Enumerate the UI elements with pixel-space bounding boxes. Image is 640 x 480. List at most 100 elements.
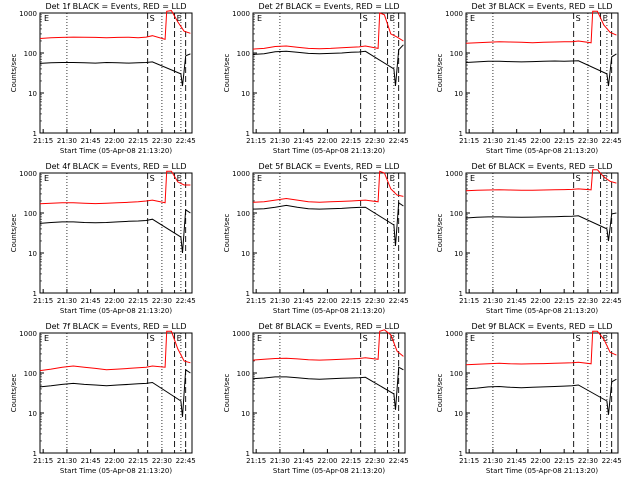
panel-1: Det 1f BLACK = Events, RED = LLD 1 10 100 10… <box>10 2 196 155</box>
marker-label-e: E <box>390 14 395 23</box>
x-tick-label: 21:15 <box>246 457 266 465</box>
series-line-lld <box>465 330 617 366</box>
y-tick-label: 10 <box>454 250 463 258</box>
series-line-events <box>252 201 404 247</box>
y-tick-label: 100 <box>237 50 250 58</box>
series-line-lld <box>465 10 617 44</box>
plot-frame <box>465 12 619 134</box>
y-tick-label: 1000 <box>19 10 37 18</box>
series-line-events <box>252 366 404 410</box>
x-tick-label: 22:00 <box>530 137 550 145</box>
series-line-events <box>465 53 617 87</box>
series-line-events <box>465 378 617 415</box>
marker-label-s: S <box>150 14 155 23</box>
panel-3: Det 3f BLACK = Events, RED = LLD 1 10 100 10… <box>436 2 622 155</box>
x-tick-label: 22:45 <box>602 297 622 305</box>
y-tick-label: 1 <box>459 290 463 298</box>
marker-label-e: E <box>603 14 608 23</box>
x-tick-label: 22:45 <box>389 297 409 305</box>
x-tick-label: 21:30 <box>270 137 290 145</box>
y-axis-title: Counts/sec <box>10 374 18 413</box>
marker-label-s: S <box>576 14 581 23</box>
panel-2: Det 2f BLACK = Events, RED = LLD 1 10 100 10… <box>223 2 409 155</box>
x-axis-title: Start Time (05-Apr-08 21:13:20) <box>60 307 172 315</box>
x-tick-label: 22:30 <box>578 297 598 305</box>
x-tick-label: 22:00 <box>104 137 124 145</box>
panel-title: Det 2f BLACK = Events, RED = LLD <box>258 2 399 11</box>
x-tick-label: 22:45 <box>176 297 196 305</box>
y-axis-title: Counts/sec <box>10 214 18 253</box>
plot-frame <box>465 172 619 294</box>
series-line-events <box>39 368 191 417</box>
x-axis-title: Start Time (05-Apr-08 21:13:20) <box>486 147 598 155</box>
x-tick-label: 21:15 <box>459 297 479 305</box>
y-tick-label: 10 <box>28 250 37 258</box>
x-tick-label: 22:30 <box>578 137 598 145</box>
y-tick-label: 10 <box>454 410 463 418</box>
y-axis-title: Counts/sec <box>10 54 18 93</box>
x-tick-label: 21:30 <box>57 137 77 145</box>
x-tick-label: 22:30 <box>152 457 172 465</box>
plot-frame <box>39 332 193 454</box>
series-line-lld <box>252 12 404 50</box>
x-tick-label: 22:15 <box>554 137 574 145</box>
marker-label-e: E <box>44 174 49 183</box>
x-axis-title: Start Time (05-Apr-08 21:13:20) <box>273 307 385 315</box>
y-tick-label: 1000 <box>232 10 250 18</box>
x-axis-title: Start Time (05-Apr-08 21:13:20) <box>486 467 598 475</box>
x-tick-label: 21:15 <box>246 297 266 305</box>
x-tick-label: 21:15 <box>33 297 53 305</box>
series-line-lld <box>252 170 404 203</box>
y-tick-label: 1 <box>33 290 37 298</box>
marker-label-s: S <box>576 174 581 183</box>
panel-title: Det 1f BLACK = Events, RED = LLD <box>45 2 186 11</box>
series-line-events <box>252 44 404 87</box>
plot-frame <box>252 172 406 294</box>
series-line-events <box>39 53 191 87</box>
x-axis-title: Start Time (05-Apr-08 21:13:20) <box>486 307 598 315</box>
panel-title: Det 6f BLACK = Events, RED = LLD <box>471 162 612 171</box>
x-tick-label: 22:30 <box>152 297 172 305</box>
x-tick-label: 21:30 <box>57 297 77 305</box>
y-tick-label: 1000 <box>445 170 463 178</box>
x-axis-title: Start Time (05-Apr-08 21:13:20) <box>60 467 172 475</box>
marker-label-s: S <box>363 14 368 23</box>
x-tick-label: 21:30 <box>483 297 503 305</box>
y-tick-label: 1000 <box>445 330 463 338</box>
marker-label-e: E <box>44 14 49 23</box>
marker-label-e: E <box>470 174 475 183</box>
y-tick-label: 1000 <box>232 330 250 338</box>
y-axis-title: Counts/sec <box>223 214 231 253</box>
panel-6: Det 6f BLACK = Events, RED = LLD 1 10 100 10… <box>436 162 622 315</box>
marker-label-e: E <box>44 334 49 343</box>
y-tick-label: 1000 <box>19 330 37 338</box>
marker-label-e: E <box>177 174 182 183</box>
y-tick-label: 1 <box>246 450 250 458</box>
x-tick-label: 21:30 <box>483 137 503 145</box>
plot-frame <box>252 12 406 134</box>
marker-label-e: E <box>390 174 395 183</box>
series-line-lld <box>465 169 617 192</box>
x-tick-label: 21:30 <box>57 457 77 465</box>
x-tick-label: 21:15 <box>33 457 53 465</box>
marker-label-e: E <box>603 174 608 183</box>
panel-title: Det 8f BLACK = Events, RED = LLD <box>258 322 399 331</box>
x-tick-label: 21:15 <box>246 137 266 145</box>
y-tick-label: 10 <box>241 410 250 418</box>
panel-9: Det 9f BLACK = Events, RED = LLD 1 10 100 10… <box>436 322 622 475</box>
panel-title: Det 3f BLACK = Events, RED = LLD <box>471 2 612 11</box>
x-tick-label: 21:15 <box>459 137 479 145</box>
x-tick-label: 22:45 <box>389 137 409 145</box>
marker-label-s: S <box>150 174 155 183</box>
x-tick-label: 21:30 <box>270 457 290 465</box>
x-tick-label: 22:00 <box>104 297 124 305</box>
panel-4: Det 4f BLACK = Events, RED = LLD 1 10 100 10… <box>10 162 196 315</box>
y-tick-label: 100 <box>450 210 463 218</box>
x-tick-label: 22:30 <box>152 137 172 145</box>
x-tick-label: 22:45 <box>602 137 622 145</box>
x-tick-label: 22:15 <box>128 297 148 305</box>
y-tick-label: 1000 <box>232 170 250 178</box>
x-tick-label: 21:45 <box>81 457 101 465</box>
marker-label-e: E <box>603 334 608 343</box>
y-tick-label: 1000 <box>19 170 37 178</box>
